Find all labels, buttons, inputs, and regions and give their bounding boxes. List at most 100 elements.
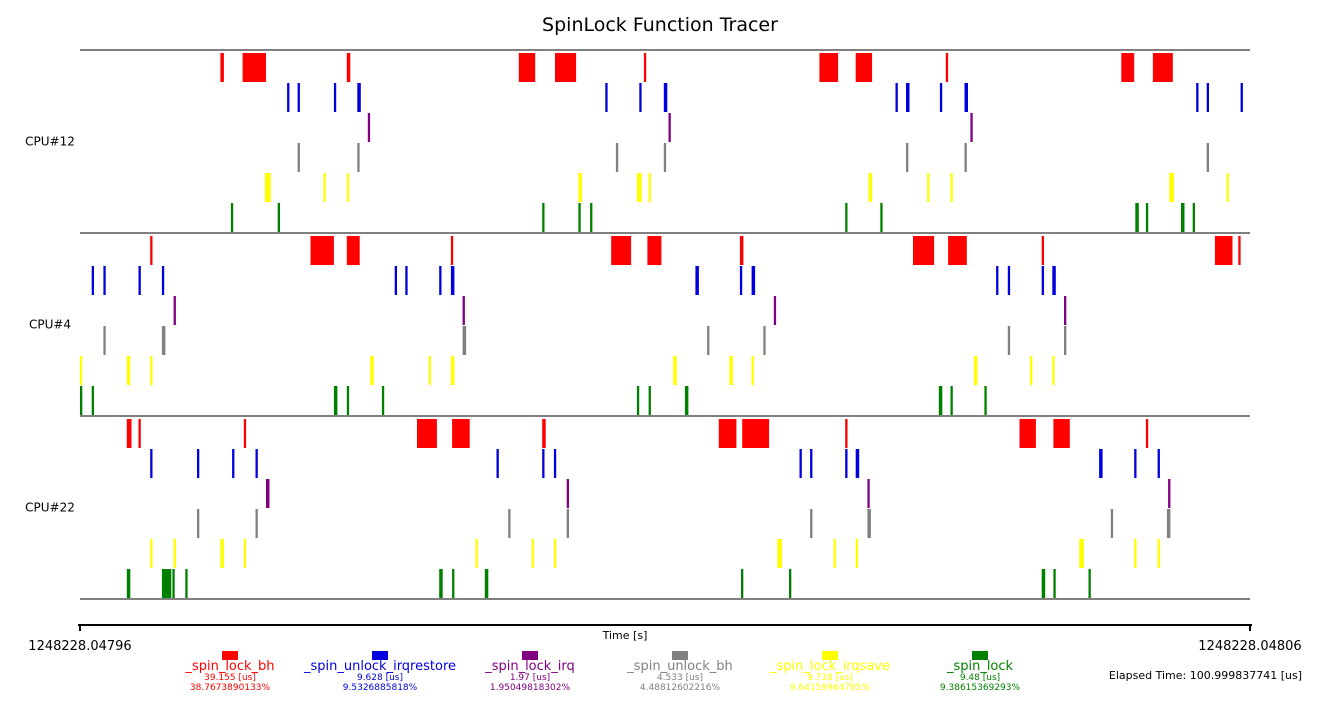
event-bar — [287, 83, 290, 112]
event-bar — [417, 419, 437, 448]
legend-swatch — [372, 651, 388, 660]
event-bar — [648, 173, 651, 202]
elapsed-time: Elapsed Time: 100.999837741 [us] — [1109, 669, 1302, 682]
event-bar — [695, 266, 699, 295]
legend-name: _spin_lock_bh — [184, 659, 274, 674]
cpu-panel-1: CPU#4 — [29, 232, 1250, 415]
legend-swatch — [822, 651, 838, 660]
event-bar — [1157, 539, 1160, 568]
event-bar — [845, 203, 848, 232]
event-bar — [566, 479, 569, 508]
event-bar — [357, 83, 361, 112]
event-bar — [126, 569, 131, 598]
event-bar — [255, 509, 258, 538]
event-bar — [948, 236, 967, 265]
event-bar — [173, 296, 176, 325]
event-bar — [242, 53, 266, 82]
event-bar — [819, 53, 839, 82]
event-bar — [405, 266, 408, 295]
event-bar — [1079, 539, 1084, 568]
cpu-panels: CPU#12 CPU#4 CPU#22 — [25, 49, 1250, 600]
event-bar — [367, 113, 371, 142]
event-bar — [80, 386, 83, 415]
event-bar — [428, 356, 431, 385]
event-bar — [91, 266, 94, 295]
event-bar — [555, 53, 577, 82]
event-bar — [450, 236, 454, 265]
event-bar — [739, 236, 744, 265]
cpu-label: CPU#22 — [25, 501, 75, 515]
cpu-label: CPU#4 — [29, 318, 71, 332]
legend-swatch — [672, 651, 688, 660]
event-bar — [1206, 83, 1209, 112]
event-bar — [810, 449, 813, 478]
event-bar — [590, 203, 593, 232]
event-bar — [1007, 266, 1011, 295]
event-bar — [833, 539, 836, 568]
legend-percent: 9.38615369293% — [940, 683, 1021, 693]
event-bar — [739, 266, 743, 295]
event-bar — [639, 83, 642, 112]
event-bar — [773, 296, 777, 325]
event-bar — [973, 356, 978, 385]
legend-time: 4.533 [us] — [657, 673, 703, 683]
event-bar — [950, 386, 953, 415]
event-bar — [868, 173, 873, 202]
event-bar — [855, 449, 860, 478]
event-bar — [1206, 143, 1209, 172]
event-bar — [310, 236, 334, 265]
event-bar — [150, 539, 153, 568]
cpu-panel-0: CPU#12 — [25, 49, 1250, 232]
event-bar — [462, 296, 465, 325]
event-bar — [1226, 173, 1229, 202]
event-bar — [964, 143, 967, 172]
event-bar — [484, 569, 489, 598]
event-bar — [243, 419, 247, 448]
event-bar — [605, 83, 608, 112]
event-bar — [996, 266, 999, 295]
legend-percent: 4.48812602216% — [640, 683, 721, 693]
event-bar — [741, 569, 744, 598]
event-bar — [777, 539, 782, 568]
event-bar — [450, 356, 455, 385]
event-bar — [297, 143, 300, 172]
event-bar — [91, 386, 94, 415]
event-bar — [810, 509, 813, 538]
event-bar — [126, 419, 132, 448]
event-bar — [855, 539, 858, 568]
event-bar — [126, 356, 131, 385]
event-bar — [906, 83, 910, 112]
event-bar — [346, 386, 350, 415]
event-bar — [161, 266, 165, 295]
legend-time: 9.48 [us] — [960, 673, 1000, 683]
event-bar — [1169, 173, 1174, 202]
event-bar — [1088, 569, 1091, 598]
event-bar — [1238, 236, 1241, 265]
event-bar — [439, 569, 443, 598]
legend-name: _spin_lock_irqsave — [769, 659, 890, 674]
event-bar — [1152, 53, 1173, 82]
event-bar — [1019, 419, 1036, 448]
event-bar — [939, 83, 943, 112]
event-bar — [333, 83, 337, 112]
event-bar — [1145, 419, 1149, 448]
event-bar — [636, 173, 642, 202]
event-bar — [1053, 419, 1070, 448]
legend-swatch — [972, 651, 988, 660]
event-bar — [950, 173, 953, 202]
legend-name: _spin_unlock_bh — [626, 659, 733, 674]
event-bar — [615, 143, 619, 172]
event-bar — [707, 326, 710, 355]
event-bar — [1168, 479, 1171, 508]
event-bar — [1135, 203, 1139, 232]
legend-percent: 38.7673890133% — [190, 683, 271, 693]
event-bar — [1007, 326, 1011, 355]
event-bar — [542, 449, 545, 478]
event-bar — [1145, 203, 1149, 232]
event-bar — [867, 509, 871, 538]
event-bar — [150, 449, 153, 478]
time-end-label: 1248228.04806 — [1198, 639, 1301, 654]
event-bar — [357, 143, 360, 172]
